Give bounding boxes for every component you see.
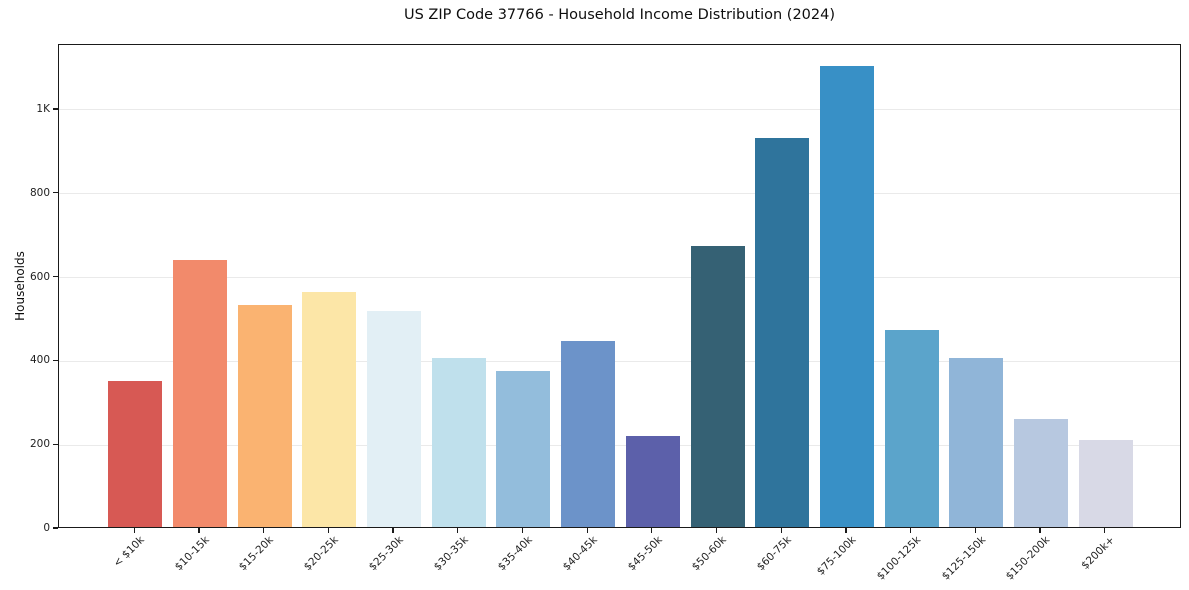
x-tick-label: $40-45k [560,534,600,574]
x-tick-mark [974,528,976,533]
x-tick-mark [1039,528,1041,533]
bar [108,380,163,527]
x-tick-mark [521,528,524,533]
x-tick-mark [327,528,330,533]
y-tick-mark [53,275,58,278]
x-tick-label: < $10k [111,534,147,570]
bar [496,370,551,527]
y-tick-mark [53,108,58,110]
y-tick-mark [53,192,58,194]
y-tick-label: 1K [36,102,50,115]
x-tick-label: $200k+ [1079,534,1118,572]
chart-title: US ZIP Code 37766 - Household Income Dis… [403,7,836,23]
y-tick-mark [53,527,58,529]
plot-area [58,44,1181,528]
y-tick-mark [53,359,58,362]
gridline [59,360,1180,362]
x-tick-label: $35-40k [495,534,535,574]
bar [173,259,228,527]
gridline [59,109,1180,111]
x-tick-mark [715,528,718,533]
x-tick-label: $45-50k [625,534,665,574]
bar [625,435,680,527]
bar [819,66,874,527]
gridline [59,193,1180,195]
gridline [59,444,1180,446]
x-tick-mark [780,528,782,533]
x-tick-mark [651,528,653,533]
y-axis-label: Households [13,251,27,321]
x-tick-mark [133,528,135,533]
x-tick-mark [586,528,588,533]
x-tick-label: $100-125k [874,534,924,583]
x-tick-label: $50-60k [689,534,730,574]
x-tick-mark [1104,528,1106,533]
x-tick-label: $75-100k [814,534,859,578]
bar [1078,439,1133,527]
bar [302,291,357,527]
x-tick-label: $25-30k [366,534,406,574]
y-tick-label: 0 [43,522,50,534]
x-tick-label: $20-25k [301,534,341,574]
y-tick-mark [53,443,58,445]
x-tick-mark [909,528,912,533]
y-tick-label: 400 [29,354,50,367]
bar [431,357,486,527]
x-tick-label: $10-15k [172,534,212,574]
gridline [59,277,1180,279]
bar [690,246,745,527]
bar [1013,419,1068,527]
y-tick-label: 800 [29,186,50,199]
y-tick-label: 200 [29,438,50,451]
y-tick-label: 600 [29,270,50,283]
x-tick-label: $15-20k [237,534,277,574]
x-tick-mark [845,528,847,533]
x-tick-mark [457,528,459,533]
bar [949,357,1004,527]
x-tick-label: $60-75k [754,534,794,574]
bar [884,329,939,527]
x-tick-mark [198,528,200,533]
bar [561,340,616,527]
bar [237,304,292,527]
x-tick-label: $150-200k [1003,534,1053,583]
bar [367,310,422,527]
bar [755,138,810,527]
x-tick-mark [263,528,265,533]
x-tick-label: $125-150k [939,534,988,583]
x-tick-label: $30-35k [431,534,471,574]
x-tick-mark [392,528,394,533]
